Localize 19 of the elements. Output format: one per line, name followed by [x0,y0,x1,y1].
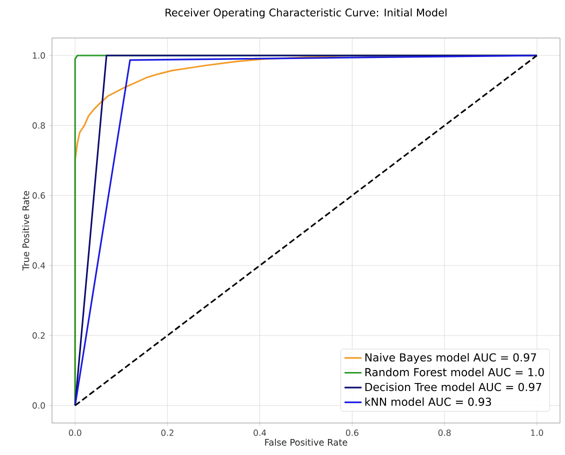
legend-label: kNN model AUC = 0.93 [365,397,491,406]
y-tick-label: 1.0 [32,52,45,59]
y-tick-label: 0.8 [32,122,45,129]
legend-label: Naive Bayes model AUC = 0.97 [365,353,536,364]
y-tick-label: 0.4 [32,262,46,269]
x-tick-label: 0.2 [161,430,174,436]
x-axis-title: False Positive Rate [265,438,348,446]
chart-title: Receiver Operating Characteristic Curve: Initial Model [166,8,446,18]
x-tick-label: 0.4 [254,430,266,436]
y-tick-label: 0.2 [32,332,45,339]
y-tick-label: 0.6 [32,192,45,199]
legend-label: Random Forest model AUC = 1.0 [365,368,544,376]
y-axis-title: True Positive Rate [22,191,30,270]
x-tick-label: 0.6 [346,430,358,436]
x-tick-label: 0.0 [68,430,82,436]
legend-label: Decision Tree model AUC = 0.97 [365,382,542,392]
x-tick-label: 0.8 [438,430,451,436]
y-tick-label: 0.0 [32,402,45,409]
x-tick-label: 1.0 [531,430,544,436]
